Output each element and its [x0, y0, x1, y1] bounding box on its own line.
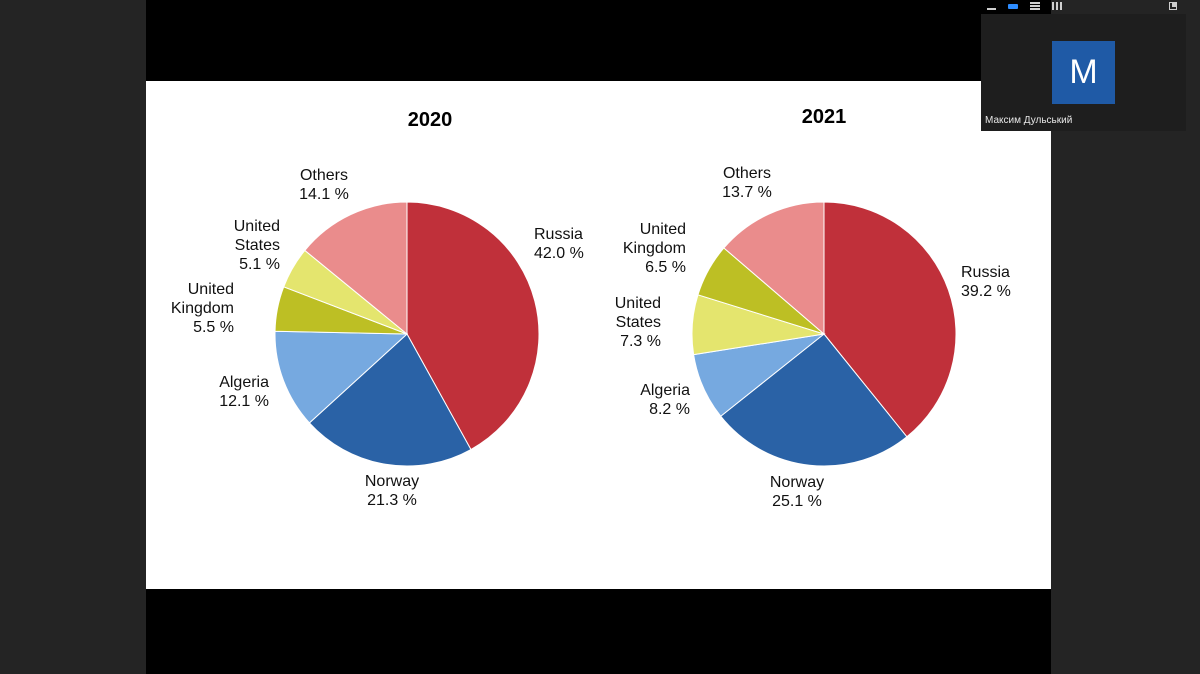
- minimize-icon[interactable]: [987, 2, 997, 10]
- pie-slice-russia: [823, 201, 957, 438]
- slice-name-label: United: [640, 221, 686, 238]
- pie-slice-algeria: [274, 330, 409, 424]
- slice-name-label: States: [616, 314, 661, 331]
- slice-name-label: United: [615, 295, 661, 312]
- slice-value-label: 13.7 %: [722, 184, 772, 201]
- slice-value-label: 39.2 %: [961, 283, 1011, 300]
- expand-icon[interactable]: [1169, 2, 1179, 10]
- slice-name-label: United: [234, 218, 280, 235]
- slice-value-label: 21.3 %: [367, 492, 417, 509]
- pie-slice-others: [723, 201, 825, 336]
- slice-name-label: Others: [300, 167, 348, 184]
- pie-chart-2021: 2021 Russia 39.2 % Norway 25.1 % Algeria 8.2 %…: [615, 106, 1011, 510]
- pie-slice-norway: [720, 333, 908, 467]
- slice-name-label: Kingdom: [623, 240, 686, 257]
- slice-name-label: Norway: [365, 473, 419, 490]
- slice-value-label: 8.2 %: [649, 401, 690, 418]
- slice-name-label: States: [235, 237, 280, 254]
- slice-name-label: United: [188, 281, 234, 298]
- slice-name-label: Russia: [961, 264, 1010, 281]
- chart-title: 2021: [802, 106, 847, 128]
- gallery-view-icon[interactable]: [1052, 2, 1062, 10]
- pie-charts: 2020 Russia 42.0 % Norway 21.3 % Algeria 12.1 …: [171, 106, 1011, 510]
- slice-value-label: 7.3 %: [620, 333, 661, 350]
- slice-value-label: 42.0 %: [534, 245, 584, 262]
- slice-value-label: 12.1 %: [219, 393, 269, 410]
- slice-name-label: Russia: [534, 226, 583, 243]
- slice-value-label: 5.1 %: [239, 256, 280, 273]
- slice-value-label: 5.5 %: [193, 319, 234, 336]
- pie-slice-russia: [406, 201, 540, 451]
- slice-name-label: Algeria: [219, 374, 269, 391]
- speaker-view-icon[interactable]: [1008, 2, 1018, 10]
- slice-name-label: Norway: [770, 474, 824, 491]
- chart-title: 2020: [408, 109, 453, 131]
- pie-slice-others: [304, 201, 408, 336]
- avatar: M: [1052, 41, 1115, 104]
- pie-slice-norway: [308, 333, 472, 467]
- slice-value-label: 14.1 %: [299, 186, 349, 203]
- left-window-background: [0, 0, 146, 674]
- slice-value-label: 6.5 %: [645, 259, 686, 276]
- strip-view-icon[interactable]: [1030, 2, 1040, 10]
- slice-name-label: Others: [723, 165, 771, 182]
- slice-name-label: Algeria: [640, 382, 690, 399]
- pie-chart-2020: 2020 Russia 42.0 % Norway 21.3 % Algeria 12.1 …: [171, 109, 584, 509]
- slice-name-label: Kingdom: [171, 300, 234, 317]
- participant-name: Максим Дульський: [985, 115, 1073, 126]
- slice-value-label: 25.1 %: [772, 493, 822, 510]
- participant-video-tile[interactable]: M Максим Дульський: [981, 14, 1186, 131]
- shared-slide: 2020 Russia 42.0 % Norway 21.3 % Algeria 12.1 …: [146, 81, 1051, 589]
- video-panel-toolbar: [981, 0, 1200, 14]
